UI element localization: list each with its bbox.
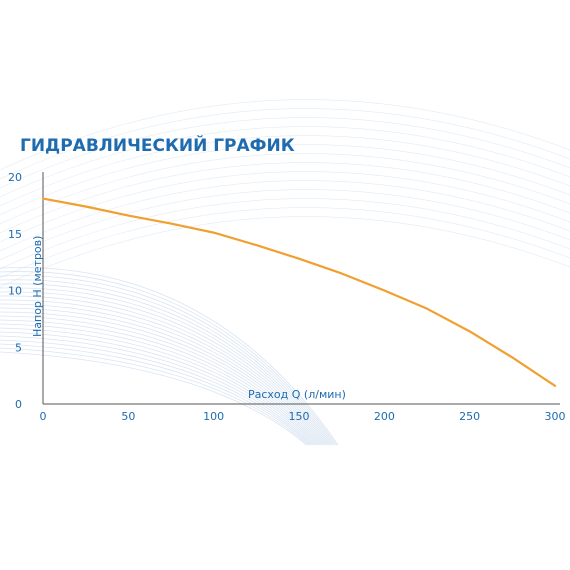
y-tick-label: 10 xyxy=(8,285,22,298)
tick-labels: 0 50 100 150 200 250 300 0 5 10 15 20 xyxy=(8,171,566,423)
swoosh-line xyxy=(0,189,570,261)
x-tick-label: 250 xyxy=(459,410,480,423)
swoosh-line xyxy=(0,207,570,279)
y-tick-label: 0 xyxy=(15,398,22,411)
swoosh-line xyxy=(0,126,570,198)
swoosh-line xyxy=(0,283,333,446)
swoosh-line xyxy=(0,162,570,234)
swoosh-line xyxy=(0,117,570,189)
swoosh-line xyxy=(0,323,318,446)
swoosh-line xyxy=(0,108,570,180)
swoosh-line xyxy=(0,275,336,446)
swoosh-line xyxy=(0,271,337,446)
swoosh-line xyxy=(0,331,315,446)
swoosh-line xyxy=(0,153,570,225)
swoosh-line xyxy=(0,287,331,446)
x-axis-label: Расход Q (л/мин) xyxy=(248,388,346,401)
swoosh-line xyxy=(0,144,570,216)
swoosh-line xyxy=(0,347,309,446)
chart-title: ГИДРАВЛИЧЕСКИЙ ГРАФИК xyxy=(20,134,295,156)
swoosh-line xyxy=(0,307,324,446)
y-tick-label: 5 xyxy=(15,341,22,354)
swoosh-line xyxy=(0,339,312,446)
x-tick-label: 300 xyxy=(545,410,566,423)
y-axis-label: Напор Н (метров) xyxy=(31,236,44,337)
swoosh-line xyxy=(0,295,328,446)
swoosh-line xyxy=(0,299,327,446)
swoosh-line xyxy=(0,267,339,446)
swoosh-line xyxy=(0,311,322,446)
swoosh-line xyxy=(0,198,570,270)
swoosh-line xyxy=(0,319,319,446)
x-tick-label: 150 xyxy=(289,410,310,423)
swoosh-line xyxy=(0,99,570,171)
y-tick-label: 20 xyxy=(8,171,22,184)
swoosh-line xyxy=(0,135,570,207)
series-layer xyxy=(41,197,557,387)
swoosh-line xyxy=(0,291,330,446)
x-tick-label: 0 xyxy=(40,410,47,423)
swoosh-line xyxy=(0,216,570,288)
swoosh-line xyxy=(0,279,334,446)
x-tick-label: 200 xyxy=(374,410,395,423)
pump-curve-line xyxy=(41,197,557,387)
swoosh-line xyxy=(0,327,316,446)
swoosh-line xyxy=(0,343,310,446)
swoosh-line xyxy=(0,180,570,252)
swoosh-line xyxy=(0,315,321,446)
swoosh-line xyxy=(0,303,325,446)
y-tick-label: 15 xyxy=(8,228,22,241)
axes xyxy=(42,172,560,405)
swoosh-line xyxy=(0,335,313,446)
background-swoosh-decoration xyxy=(0,99,570,446)
x-tick-label: 100 xyxy=(203,410,224,423)
x-tick-label: 50 xyxy=(121,410,135,423)
swoosh-line xyxy=(0,171,570,243)
swoosh-line xyxy=(0,351,307,446)
